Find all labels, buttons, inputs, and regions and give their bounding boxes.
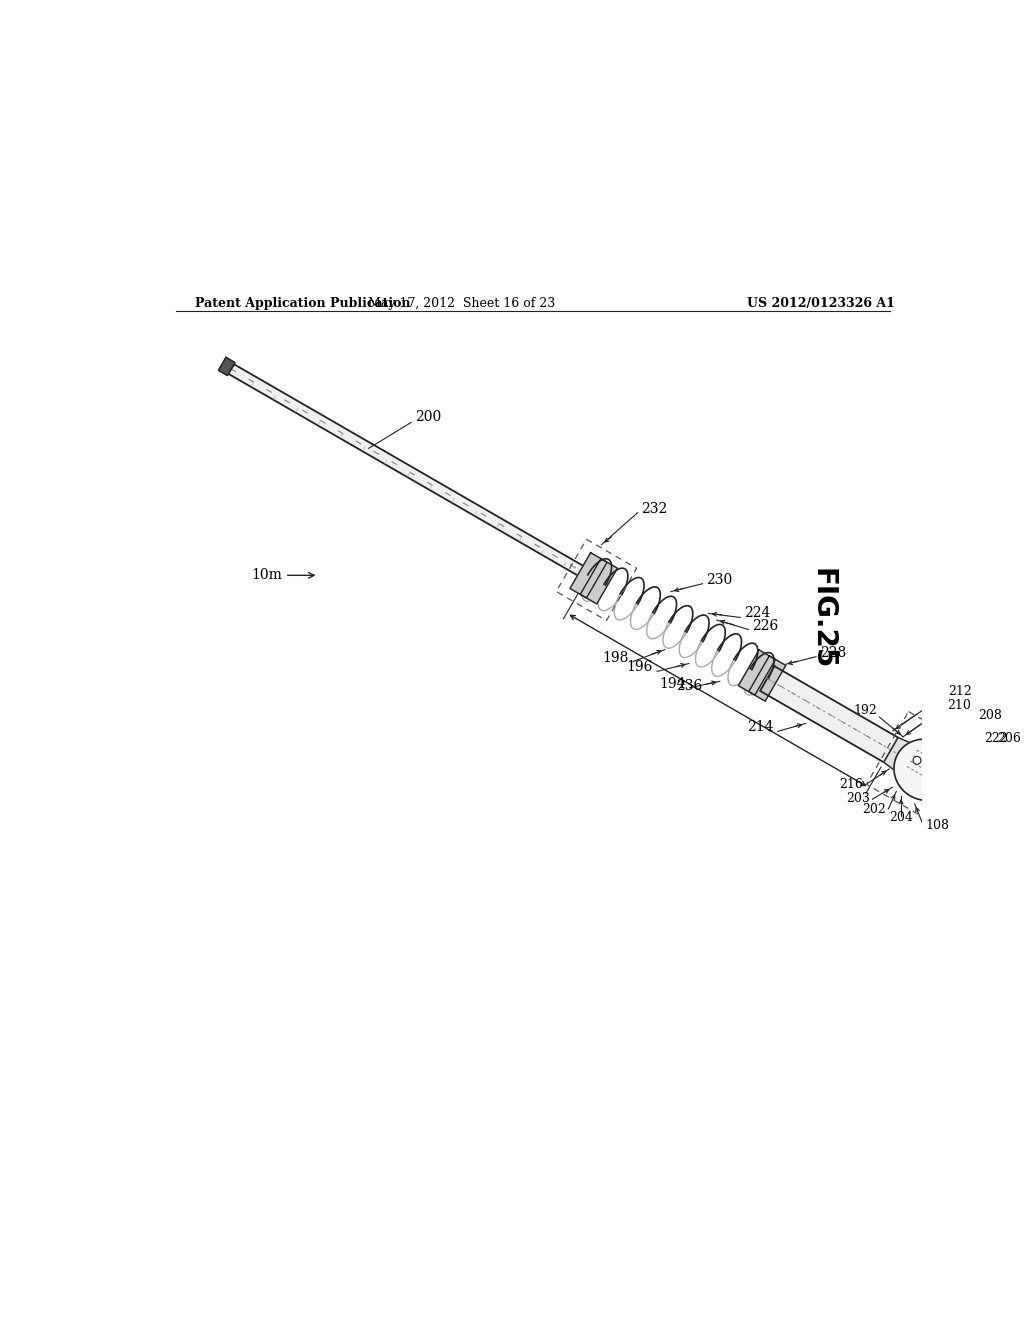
Text: 202: 202 <box>862 803 886 816</box>
Text: 206: 206 <box>997 733 1021 746</box>
Text: FIG.25: FIG.25 <box>808 569 837 669</box>
Text: 200: 200 <box>415 411 441 424</box>
Text: 228: 228 <box>820 645 847 660</box>
Text: Patent Application Publication: Patent Application Publication <box>196 297 411 310</box>
Polygon shape <box>570 553 607 598</box>
Circle shape <box>923 771 931 779</box>
Text: 203: 203 <box>846 792 870 805</box>
Text: 194: 194 <box>659 677 686 690</box>
Polygon shape <box>884 738 909 770</box>
Text: 216: 216 <box>839 777 863 791</box>
Circle shape <box>930 759 938 767</box>
Text: 230: 230 <box>707 573 733 586</box>
Text: 108: 108 <box>925 818 949 832</box>
Text: 226: 226 <box>753 619 778 632</box>
Polygon shape <box>749 656 785 701</box>
Polygon shape <box>218 358 234 375</box>
Text: 192: 192 <box>853 704 877 717</box>
Polygon shape <box>581 558 617 605</box>
Text: US 2012/0123326 A1: US 2012/0123326 A1 <box>748 297 895 310</box>
Text: 204: 204 <box>889 810 913 824</box>
Text: 212: 212 <box>948 685 972 698</box>
Text: 10m: 10m <box>251 569 314 582</box>
Polygon shape <box>738 649 775 696</box>
Polygon shape <box>760 667 898 762</box>
Text: 232: 232 <box>641 502 668 516</box>
Text: May 17, 2012  Sheet 16 of 23: May 17, 2012 Sheet 16 of 23 <box>368 297 555 310</box>
Text: 236: 236 <box>676 678 702 693</box>
Text: 224: 224 <box>744 606 771 620</box>
Text: 208: 208 <box>978 709 1002 722</box>
Text: 198: 198 <box>603 651 629 664</box>
Circle shape <box>913 756 921 764</box>
Text: 214: 214 <box>748 721 774 734</box>
Polygon shape <box>228 364 591 581</box>
Text: 196: 196 <box>627 660 653 675</box>
Polygon shape <box>894 739 956 800</box>
Text: 210: 210 <box>947 700 971 711</box>
Text: 222: 222 <box>984 733 1008 746</box>
